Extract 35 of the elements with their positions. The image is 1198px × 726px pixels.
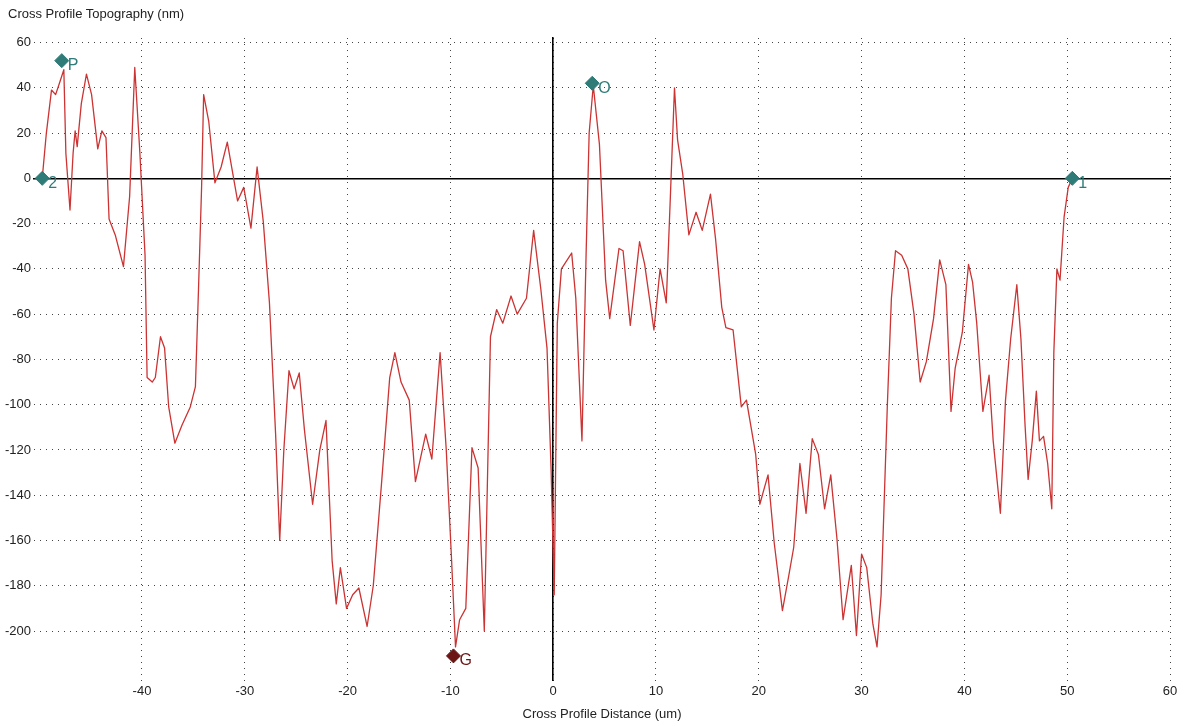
y-tick-label: -40 bbox=[12, 260, 32, 276]
x-tick-label: -10 bbox=[440, 683, 460, 699]
x-tick-label: 30 bbox=[854, 683, 869, 699]
x-tick-label: 10 bbox=[648, 683, 664, 699]
y-tick-label: -160 bbox=[4, 532, 32, 548]
x-tick-label: 60 bbox=[1162, 683, 1178, 699]
y-tick-label: -180 bbox=[4, 577, 32, 593]
y-tick-label: -80 bbox=[12, 350, 32, 366]
x-tick-label: -30 bbox=[235, 683, 255, 699]
point bbox=[54, 53, 70, 69]
y-tick-label: 60 bbox=[16, 34, 32, 50]
x-tick-label: -20 bbox=[338, 683, 357, 699]
x-tick-label: 50 bbox=[1059, 683, 1075, 699]
y-tick-label: -200 bbox=[4, 622, 32, 638]
point bbox=[584, 75, 600, 91]
y-tick-label: -120 bbox=[4, 441, 32, 457]
y-tick-label: -60 bbox=[12, 305, 32, 321]
annotation: O bbox=[598, 78, 611, 96]
x-tick-label: -40 bbox=[132, 683, 152, 699]
annotation: P bbox=[67, 56, 79, 74]
y-tick-label: -140 bbox=[4, 486, 32, 502]
y-tick-label: 40 bbox=[16, 79, 32, 95]
y-tick-label: 20 bbox=[16, 124, 32, 140]
x-tick-label: 0 bbox=[549, 683, 557, 699]
y-tick-label: -20 bbox=[12, 215, 32, 231]
x-axis-title: Cross Profile Distance (um) bbox=[522, 705, 682, 721]
y-tick-label: 0 bbox=[23, 169, 32, 185]
y-tick-label: -100 bbox=[4, 396, 32, 412]
y-axis-title: Cross Profile Topography (nm) bbox=[8, 6, 185, 21]
point bbox=[445, 648, 461, 664]
point bbox=[1064, 170, 1080, 186]
annotation: G bbox=[459, 651, 472, 669]
point bbox=[34, 170, 50, 186]
x-tick-label: 20 bbox=[751, 683, 767, 699]
x-tick-label: 40 bbox=[957, 683, 972, 699]
